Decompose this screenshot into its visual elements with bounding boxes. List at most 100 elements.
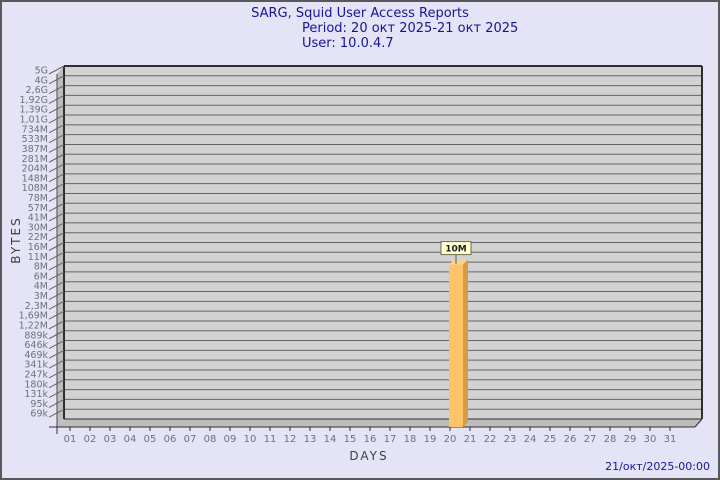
y-tick bbox=[48, 163, 65, 173]
y-tick-label: 1,92G bbox=[19, 95, 48, 106]
x-tick-label: 12 bbox=[284, 434, 297, 445]
x-tick-label: 07 bbox=[184, 434, 197, 445]
y-tick bbox=[48, 124, 65, 134]
bar-value-label: 10M bbox=[445, 245, 467, 255]
y-tick-label: 281M bbox=[22, 154, 48, 165]
x-tick-label: 20 bbox=[444, 434, 457, 445]
x-tick-label: 29 bbox=[624, 434, 637, 445]
y-tick bbox=[48, 340, 65, 349]
bar-value-box bbox=[440, 241, 472, 256]
y-tick bbox=[48, 261, 65, 271]
y-tick bbox=[48, 202, 65, 212]
x-tick-label: 09 bbox=[224, 434, 237, 445]
y-tick-label: 78M bbox=[28, 193, 48, 204]
y-tick bbox=[48, 320, 65, 330]
y-tick bbox=[48, 114, 65, 124]
x-tick-label: 28 bbox=[604, 434, 617, 445]
report-header: SARG, Squid User Access Reports Period: … bbox=[2, 6, 718, 51]
bar bbox=[449, 264, 463, 427]
x-tick-label: 05 bbox=[144, 434, 157, 445]
y-tick-label: 734M bbox=[22, 124, 48, 135]
y-tick bbox=[48, 389, 65, 399]
x-tick-label: 14 bbox=[324, 434, 337, 445]
x-tick-label: 11 bbox=[264, 434, 277, 445]
x-tick-label: 17 bbox=[384, 434, 397, 445]
x-tick-label: 25 bbox=[544, 434, 557, 445]
y-tick bbox=[48, 242, 65, 251]
x-tick-label: 13 bbox=[304, 434, 317, 445]
y-tick-label: 1,39G bbox=[19, 105, 48, 116]
x-tick-label: 16 bbox=[364, 434, 377, 445]
y-tick bbox=[48, 281, 65, 291]
y-tick-label: 4G bbox=[35, 75, 48, 86]
y-tick bbox=[48, 65, 65, 75]
x-tick-label: 04 bbox=[124, 434, 137, 445]
y-tick-label: 341k bbox=[24, 360, 48, 371]
y-tick bbox=[48, 379, 65, 389]
x-tick-label: 27 bbox=[584, 434, 597, 445]
y-tick-label: 1,01G bbox=[19, 115, 48, 126]
y-tick bbox=[48, 310, 65, 320]
y-tick-label: 2,6G bbox=[26, 85, 48, 96]
y-tick bbox=[48, 212, 65, 222]
y-tick-label: 469k bbox=[24, 350, 48, 361]
y-tick-label: 6M bbox=[34, 271, 48, 282]
x-tick-label: 19 bbox=[424, 434, 437, 445]
y-tick bbox=[48, 271, 65, 281]
x-axis-title: DAYS bbox=[349, 449, 389, 463]
x-tick-label: 31 bbox=[664, 434, 677, 445]
y-tick bbox=[48, 369, 65, 379]
y-tick bbox=[48, 300, 65, 310]
y-tick-label: 247k bbox=[24, 369, 48, 380]
y-tick bbox=[48, 291, 65, 300]
x-tick-label: 10 bbox=[244, 434, 257, 445]
y-tick bbox=[48, 193, 65, 202]
y-tick-label: 646k bbox=[24, 340, 48, 351]
y-tick-label: 108M bbox=[22, 183, 48, 194]
floor bbox=[57, 419, 702, 427]
y-tick-label: 16M bbox=[28, 242, 48, 253]
x-tick-label: 30 bbox=[644, 434, 657, 445]
y-tick bbox=[48, 153, 65, 163]
x-tick-label: 08 bbox=[204, 434, 217, 445]
y-tick-label: 8M bbox=[34, 262, 48, 273]
x-tick-label: 22 bbox=[484, 434, 497, 445]
x-tick-label: 06 bbox=[164, 434, 177, 445]
y-tick-label: 30M bbox=[28, 222, 48, 233]
y-tick bbox=[48, 251, 65, 261]
x-tick-label: 01 bbox=[64, 434, 77, 445]
y-tick bbox=[48, 183, 65, 193]
y-tick-label: 148M bbox=[22, 173, 48, 184]
y-tick bbox=[48, 144, 65, 153]
y-tick-label: 69k bbox=[30, 409, 48, 420]
y-axis-title: BYTES bbox=[9, 216, 23, 264]
y-tick bbox=[48, 349, 65, 359]
y-tick-label: 387M bbox=[22, 144, 48, 155]
y-tick-label: 11M bbox=[28, 252, 48, 263]
y-tick-label: 131k bbox=[24, 389, 48, 400]
y-tick bbox=[48, 222, 65, 232]
y-tick-label: 889k bbox=[24, 330, 48, 341]
y-tick-label: 180k bbox=[24, 379, 48, 390]
report-period: Period: 20 окт 2025-21 окт 2025 bbox=[302, 21, 519, 36]
y-tick-label: 2,3M bbox=[25, 301, 48, 312]
y-tick bbox=[48, 408, 65, 418]
y-tick-label: 41M bbox=[28, 213, 48, 224]
x-tick-label: 24 bbox=[524, 434, 537, 445]
generation-timestamp: 21/окт/2025-00:00 bbox=[605, 460, 710, 473]
x-tick-label: 18 bbox=[404, 434, 417, 445]
y-tick-label: 22M bbox=[28, 232, 48, 243]
x-tick-label: 26 bbox=[564, 434, 577, 445]
floor-bevel-edge bbox=[694, 418, 703, 428]
y-tick bbox=[48, 94, 65, 104]
y-tick bbox=[48, 85, 65, 95]
y-tick-label: 3M bbox=[34, 291, 48, 302]
y-tick-label: 1,22M bbox=[19, 320, 48, 331]
y-tick bbox=[48, 75, 65, 85]
left-wall bbox=[57, 66, 64, 427]
x-tick-label: 03 bbox=[104, 434, 117, 445]
x-tick-label: 02 bbox=[84, 434, 97, 445]
y-tick-label: 204M bbox=[22, 164, 48, 175]
